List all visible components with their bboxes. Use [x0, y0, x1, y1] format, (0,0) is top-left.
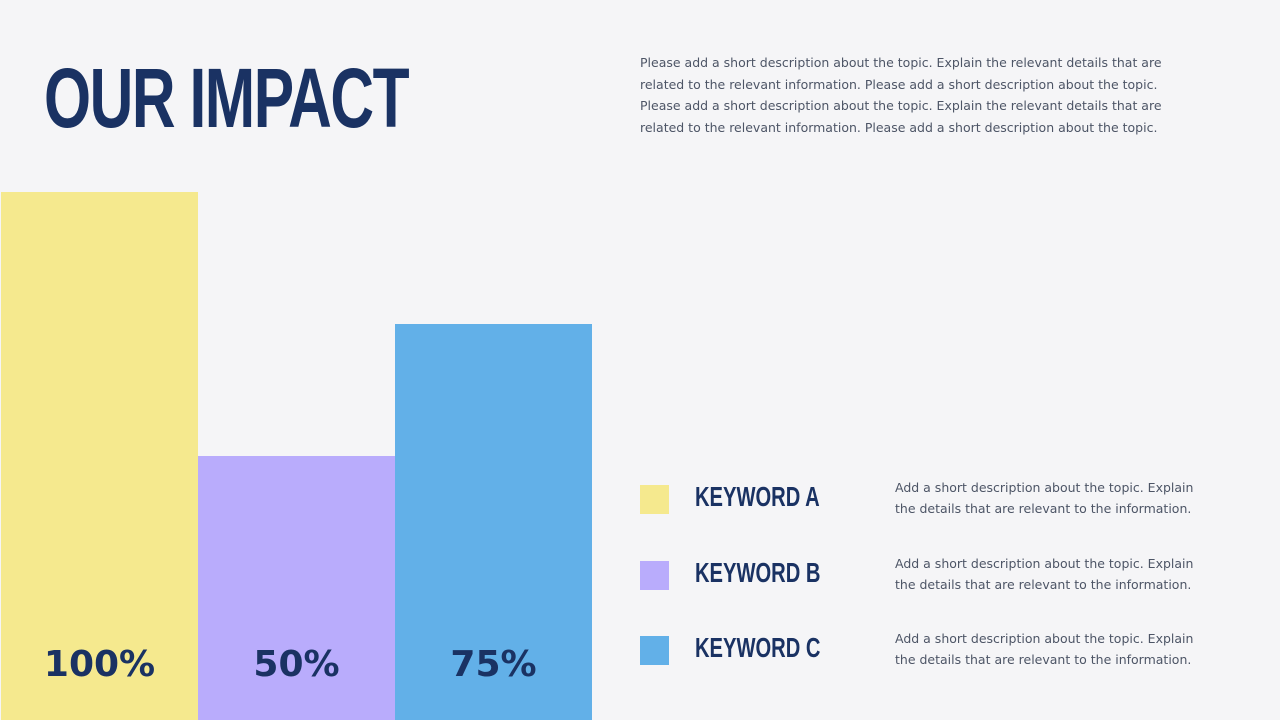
legend-keyword-b: KEYWORD B	[695, 557, 821, 588]
legend-description-b: Add a short description about the topic.…	[895, 556, 1194, 592]
intro-description: Please add a short description about the…	[640, 55, 1162, 135]
bar-value-label-keyword-a: 100%	[44, 644, 155, 685]
legend-swatch-a	[640, 485, 669, 514]
legend-swatch-c	[640, 636, 669, 665]
legend-description-a: Add a short description about the topic.…	[895, 480, 1194, 516]
legend-item-a: KEYWORD A Add a short description about …	[640, 477, 1240, 527]
legend-item-b: KEYWORD B Add a short description about …	[640, 553, 1240, 603]
legend-description-c: Add a short description about the topic.…	[895, 631, 1194, 667]
bar-keyword-c	[395, 324, 592, 720]
bar-value-label-keyword-b: 50%	[253, 644, 339, 685]
bars-group: 100% 50% 75%	[1, 192, 592, 720]
legend-item-c: KEYWORD C Add a short description about …	[640, 628, 1240, 678]
slide-title: OUR IMPACT	[44, 51, 410, 145]
bar-keyword-a	[1, 192, 198, 720]
legend-keyword-c: KEYWORD C	[695, 632, 821, 663]
bar-value-label-keyword-c: 75%	[450, 644, 536, 685]
legend-keyword-a: KEYWORD A	[695, 481, 820, 512]
bar-keyword-b	[198, 456, 395, 720]
legend-swatch-b	[640, 561, 669, 590]
